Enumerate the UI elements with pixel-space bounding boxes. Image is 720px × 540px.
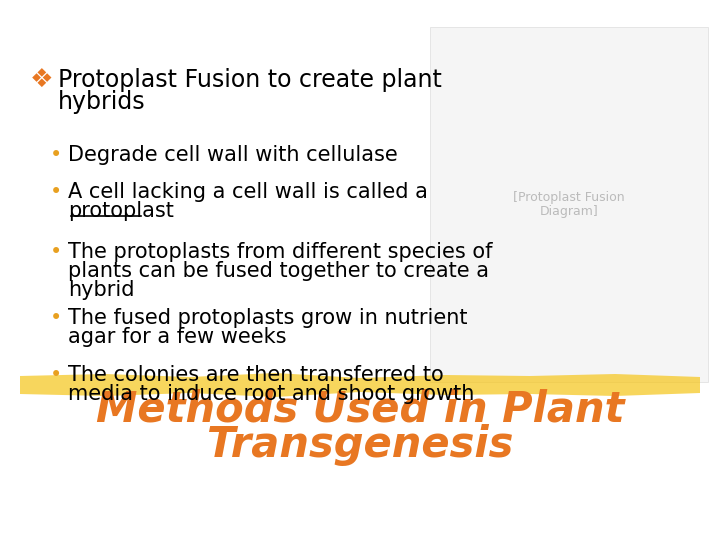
FancyBboxPatch shape [430, 27, 708, 382]
Text: plants can be fused together to create a: plants can be fused together to create a [68, 261, 489, 281]
Text: protoplast: protoplast [68, 201, 174, 221]
Text: •: • [50, 242, 62, 262]
Text: Degrade cell wall with cellulase: Degrade cell wall with cellulase [68, 145, 397, 165]
Text: Transgenesis: Transgenesis [207, 424, 513, 466]
Text: The colonies are then transferred to: The colonies are then transferred to [68, 365, 444, 385]
Text: Methods Used in Plant: Methods Used in Plant [96, 389, 624, 431]
Text: •: • [50, 365, 62, 385]
Polygon shape [20, 373, 700, 397]
Text: The fused protoplasts grow in nutrient: The fused protoplasts grow in nutrient [68, 308, 467, 328]
Text: hybrid: hybrid [68, 280, 135, 300]
Text: A cell lacking a cell wall is called a: A cell lacking a cell wall is called a [68, 182, 428, 202]
Text: •: • [50, 145, 62, 165]
Text: •: • [50, 182, 62, 202]
Text: Protoplast Fusion to create plant: Protoplast Fusion to create plant [58, 68, 442, 92]
Text: The protoplasts from different species of: The protoplasts from different species o… [68, 242, 492, 262]
Text: hybrids: hybrids [58, 90, 145, 114]
Text: media to induce root and shoot growth: media to induce root and shoot growth [68, 384, 474, 404]
Text: agar for a few weeks: agar for a few weeks [68, 327, 287, 347]
Text: •: • [50, 308, 62, 328]
Text: ❖: ❖ [30, 67, 53, 93]
Text: [Protoplast Fusion
Diagram]: [Protoplast Fusion Diagram] [513, 191, 625, 219]
